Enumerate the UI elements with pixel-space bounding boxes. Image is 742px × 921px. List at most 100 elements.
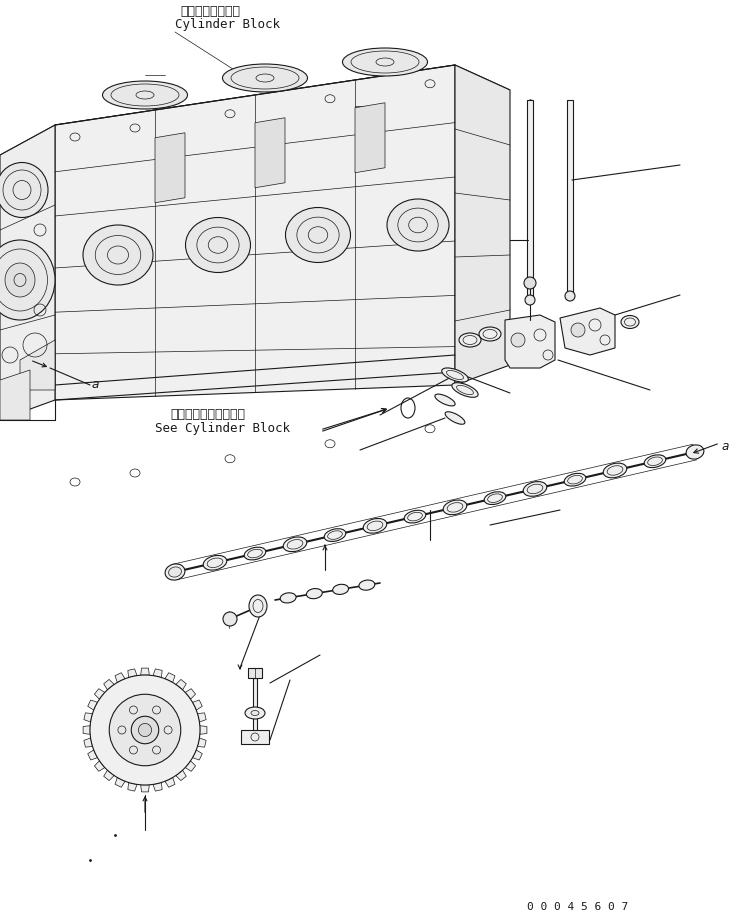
Circle shape (223, 612, 237, 626)
Polygon shape (141, 785, 149, 792)
Polygon shape (83, 726, 91, 734)
Polygon shape (186, 689, 196, 699)
Ellipse shape (244, 547, 266, 560)
Polygon shape (104, 680, 114, 690)
Polygon shape (165, 672, 175, 682)
Ellipse shape (203, 555, 227, 570)
Polygon shape (248, 668, 262, 678)
Polygon shape (355, 103, 385, 173)
Circle shape (565, 291, 575, 301)
Ellipse shape (102, 81, 188, 109)
Polygon shape (255, 118, 285, 188)
Polygon shape (153, 669, 162, 678)
Text: See Cylinder Block: See Cylinder Block (155, 422, 290, 435)
Polygon shape (115, 672, 125, 682)
Circle shape (139, 723, 151, 737)
Polygon shape (176, 680, 186, 690)
Circle shape (525, 295, 535, 305)
Ellipse shape (306, 589, 322, 599)
Polygon shape (84, 738, 93, 747)
Polygon shape (165, 777, 175, 787)
Ellipse shape (332, 584, 349, 594)
Ellipse shape (283, 537, 306, 552)
Ellipse shape (286, 207, 350, 262)
Polygon shape (141, 668, 149, 675)
Ellipse shape (404, 510, 426, 523)
Ellipse shape (223, 64, 307, 92)
Circle shape (109, 694, 181, 765)
Ellipse shape (0, 240, 55, 320)
Polygon shape (197, 713, 206, 722)
Circle shape (571, 323, 585, 337)
Ellipse shape (644, 455, 666, 468)
Polygon shape (84, 713, 93, 722)
Ellipse shape (0, 162, 48, 217)
Ellipse shape (343, 48, 427, 76)
Polygon shape (94, 761, 105, 771)
Ellipse shape (249, 595, 267, 617)
Polygon shape (153, 783, 162, 791)
Ellipse shape (251, 710, 259, 716)
Polygon shape (253, 678, 257, 733)
Text: 0 0 0 4 5 6 0 7: 0 0 0 4 5 6 0 7 (528, 902, 628, 912)
Ellipse shape (459, 333, 481, 347)
Polygon shape (176, 770, 186, 781)
Polygon shape (527, 100, 533, 300)
Circle shape (524, 277, 536, 289)
Ellipse shape (165, 564, 185, 580)
Ellipse shape (603, 463, 627, 478)
Polygon shape (128, 783, 137, 791)
Ellipse shape (452, 383, 478, 397)
Ellipse shape (523, 482, 547, 496)
Polygon shape (88, 700, 97, 710)
Ellipse shape (83, 225, 153, 285)
Ellipse shape (564, 473, 585, 486)
Ellipse shape (686, 445, 704, 460)
Polygon shape (192, 750, 203, 760)
Ellipse shape (479, 327, 501, 341)
Polygon shape (20, 340, 55, 390)
Ellipse shape (359, 580, 375, 590)
Ellipse shape (5, 263, 35, 297)
Ellipse shape (364, 519, 387, 533)
Polygon shape (0, 370, 30, 420)
Ellipse shape (387, 199, 449, 251)
Polygon shape (455, 65, 510, 385)
Ellipse shape (280, 593, 296, 603)
Ellipse shape (621, 316, 639, 329)
Ellipse shape (445, 412, 465, 425)
Ellipse shape (485, 492, 506, 505)
Polygon shape (505, 315, 555, 368)
Polygon shape (197, 738, 206, 747)
Text: シリンダブロック: シリンダブロック (180, 5, 240, 18)
Polygon shape (128, 669, 137, 678)
Ellipse shape (168, 567, 182, 577)
Polygon shape (241, 730, 269, 744)
Text: a: a (92, 378, 99, 391)
Polygon shape (104, 770, 114, 781)
Ellipse shape (186, 217, 251, 273)
Polygon shape (115, 777, 125, 787)
Circle shape (131, 717, 159, 744)
Polygon shape (88, 750, 97, 760)
Polygon shape (186, 761, 196, 771)
Polygon shape (0, 125, 55, 420)
Text: a: a (722, 439, 729, 452)
Ellipse shape (245, 707, 265, 719)
Ellipse shape (324, 529, 346, 542)
Polygon shape (200, 726, 207, 734)
Circle shape (511, 333, 525, 347)
Polygon shape (560, 308, 615, 355)
Text: Cylinder Block: Cylinder Block (175, 18, 280, 31)
Circle shape (90, 675, 200, 785)
Polygon shape (55, 65, 510, 150)
Ellipse shape (441, 368, 468, 382)
Text: シリンダブロック参照: シリンダブロック参照 (170, 408, 245, 421)
Polygon shape (192, 700, 203, 710)
Ellipse shape (435, 394, 455, 406)
Polygon shape (55, 65, 455, 400)
Polygon shape (155, 133, 185, 203)
Polygon shape (94, 689, 105, 699)
Polygon shape (567, 100, 573, 295)
Ellipse shape (443, 500, 467, 515)
